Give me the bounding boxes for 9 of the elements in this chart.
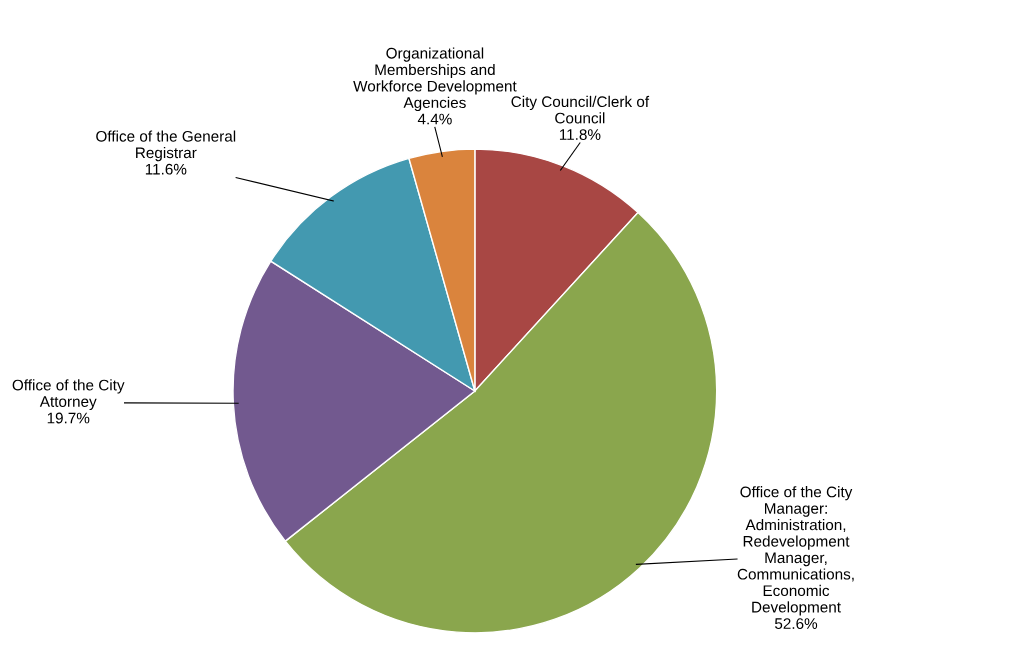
data-label: 19.7% xyxy=(47,412,90,424)
data-label: 11.6% xyxy=(145,163,187,175)
data-label: 11.8% xyxy=(559,129,601,140)
slice-label: Office of the General Registrar xyxy=(96,130,236,162)
slice-label: Office of the City Attorney xyxy=(12,379,125,410)
slice-label: Office of the City Manager: Administration, Redevelopment Manager, Communications, Economic Development xyxy=(737,486,854,616)
data-label: 4.4% xyxy=(417,113,452,125)
slice-label: City Council/Clerk of Council xyxy=(511,95,650,124)
data-label: 52.6% xyxy=(774,618,818,629)
